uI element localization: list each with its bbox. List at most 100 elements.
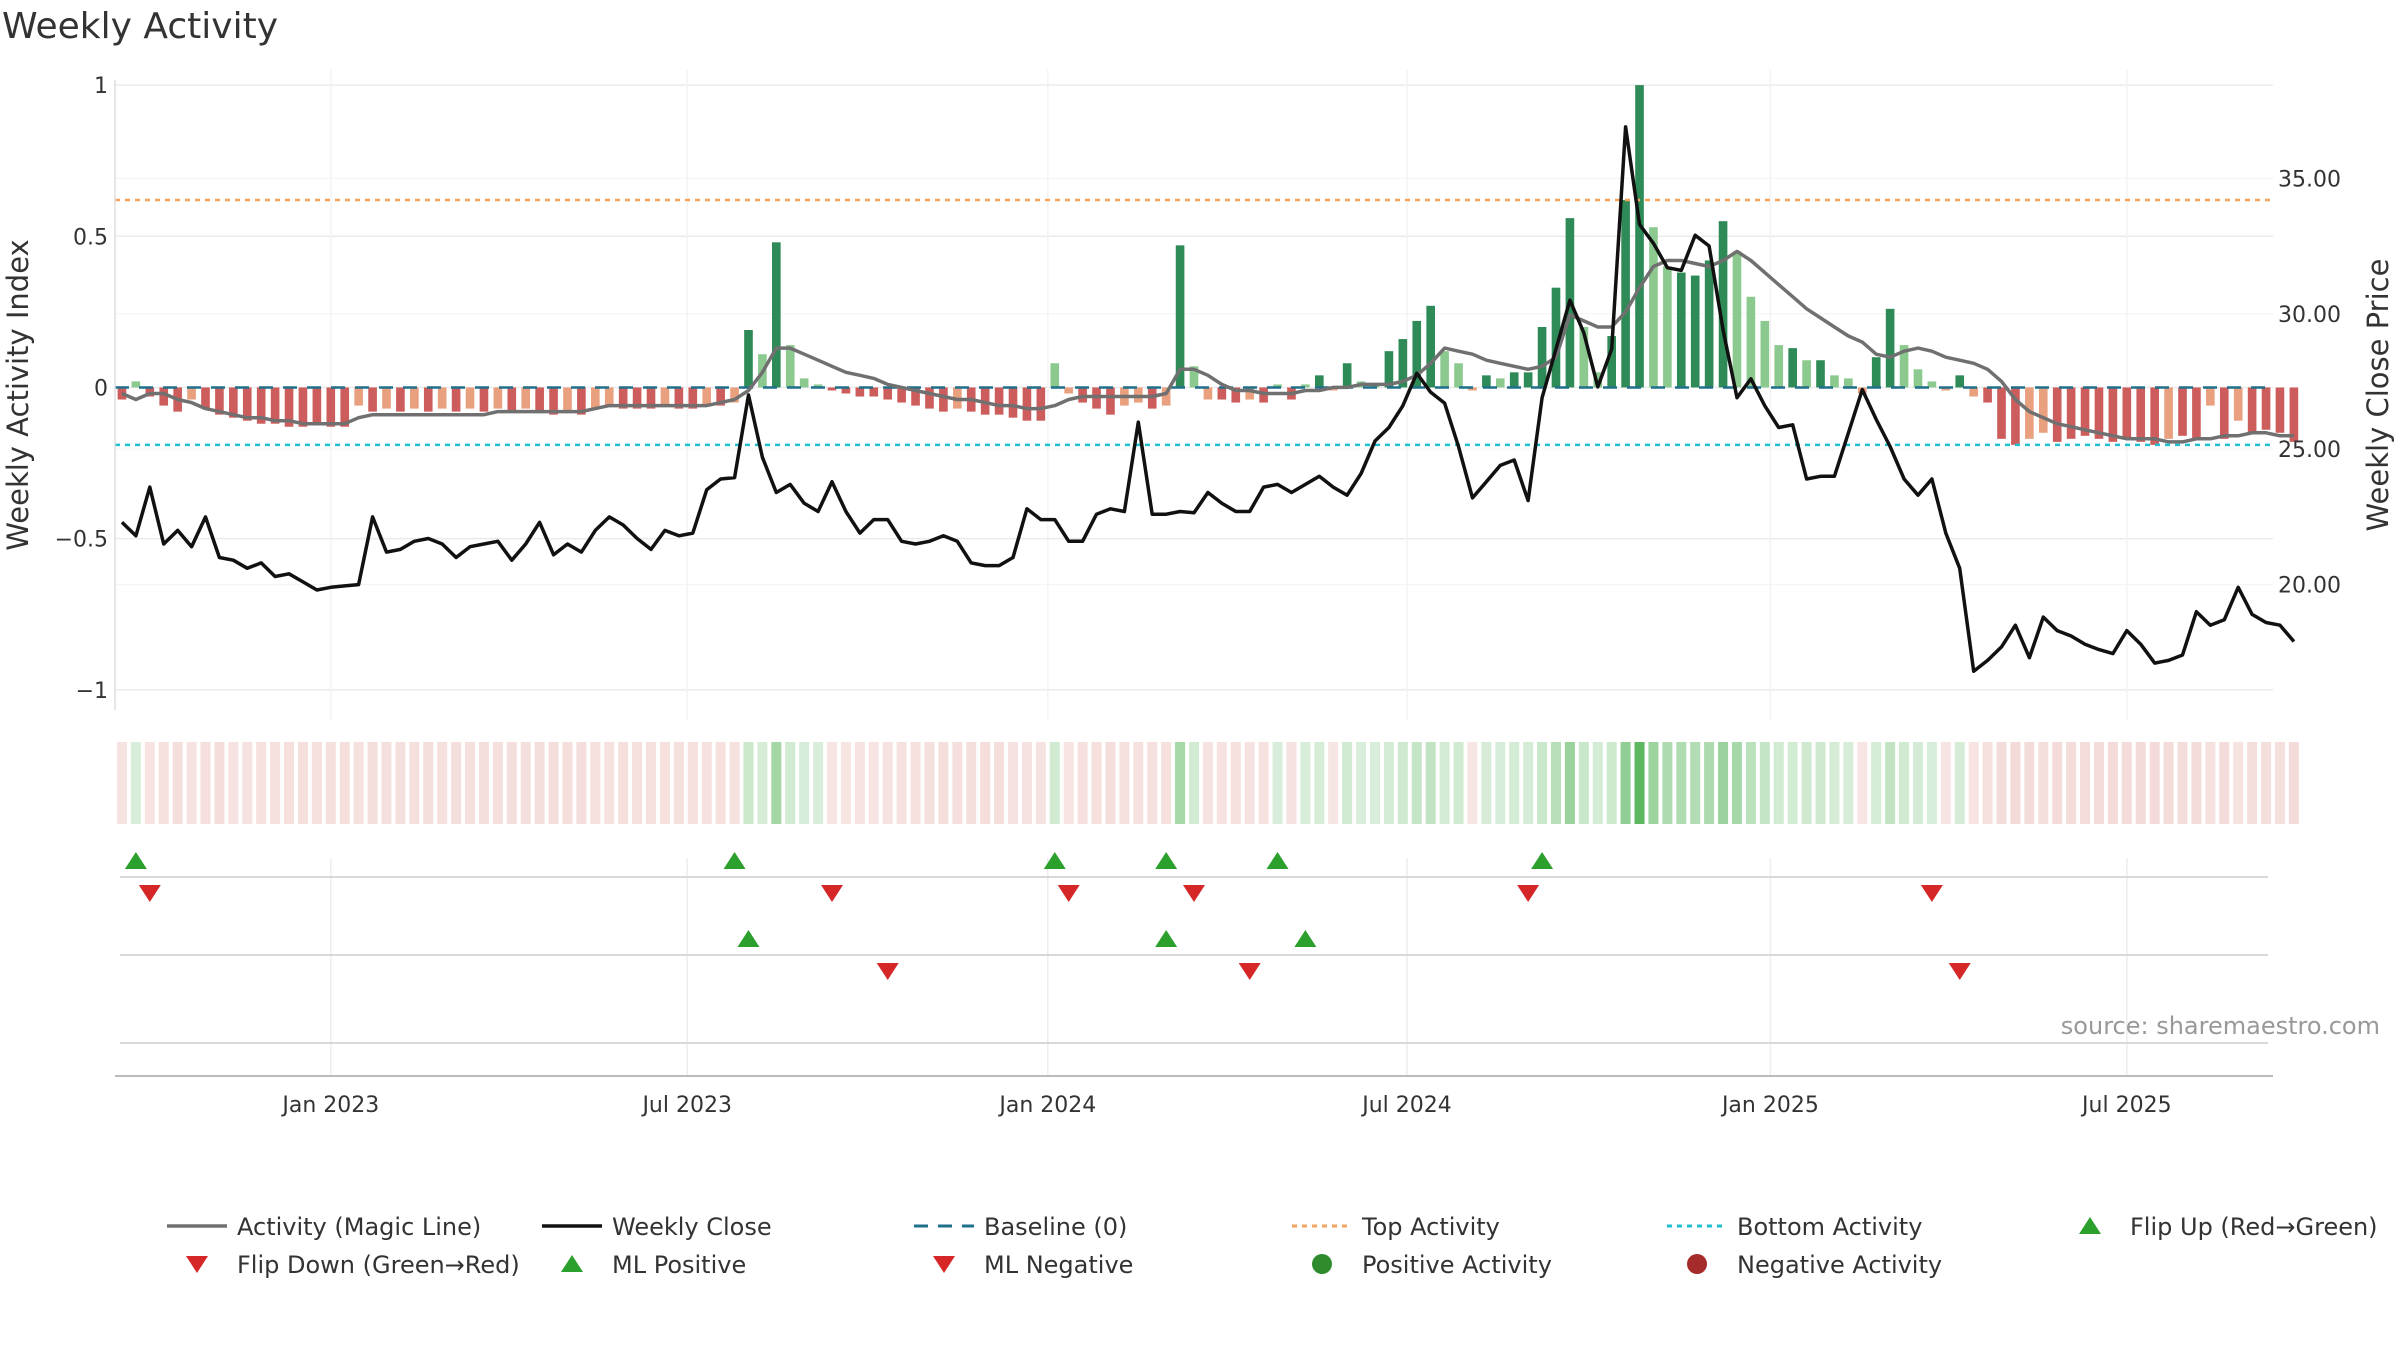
activity-bar: [2108, 387, 2118, 442]
heat-strip-cell: [1564, 742, 1575, 824]
heat-strip-cell: [604, 742, 615, 824]
ml-negative-marker: [1238, 963, 1261, 980]
activity-bar: [1927, 381, 1937, 388]
activity-bar: [1314, 375, 1324, 388]
activity-bar: [284, 387, 294, 427]
heat-strip-cell: [910, 742, 921, 824]
heat-strip-cell: [938, 742, 949, 824]
activity-bar: [2011, 387, 2020, 445]
activity-bar: [465, 387, 475, 409]
ml-positive-marker: [1294, 930, 1317, 947]
heat-strip-cell: [1161, 742, 1172, 824]
flip-up-marker: [1155, 852, 1178, 869]
heat-strip-cell: [1857, 742, 1868, 824]
heat-strip-cell: [1077, 742, 1088, 824]
legend-label: Negative Activity: [1737, 1251, 1942, 1279]
activity-bar: [869, 387, 879, 397]
activity-bar: [785, 345, 795, 388]
activity-bar: [1468, 387, 1477, 391]
activity-bar: [298, 387, 308, 427]
heat-strip-cell: [172, 742, 183, 824]
ml-negative-marker: [876, 963, 899, 980]
legend-swatch-triangle-down: [186, 1256, 208, 1273]
activity-bar: [911, 387, 920, 406]
activity-bar: [1273, 384, 1282, 388]
heat-strip-cell: [1718, 742, 1729, 824]
chart-title: Weekly Activity: [2, 6, 279, 47]
heat-strip-cell: [562, 742, 573, 824]
activity-bar: [479, 387, 489, 412]
heat-strip-cell: [1147, 742, 1158, 824]
heat-strip-cell: [1342, 742, 1353, 824]
activity-bar: [2066, 387, 2076, 439]
heat-strip-cell: [2135, 742, 2146, 824]
activity-bar: [1440, 351, 1449, 388]
heat-strip-cell: [339, 742, 350, 824]
activity-bar: [1203, 387, 1213, 400]
activity-bar: [1802, 360, 1811, 388]
flip-down-marker: [1920, 885, 1943, 902]
activity-bar: [1899, 345, 1909, 388]
heat-strip-cell: [1439, 742, 1450, 824]
legend-label: Flip Down (Green→Red): [237, 1251, 520, 1279]
heat-strip-cell: [1676, 742, 1687, 824]
heat-strip-cell: [1829, 742, 1840, 824]
activity-bar: [827, 387, 837, 391]
heat-strip-cell: [116, 742, 127, 824]
activity-bar: [925, 387, 934, 409]
heat-strip-cell: [1606, 742, 1617, 824]
heat-strip-cell: [1105, 742, 1116, 824]
heat-strip-cell: [270, 742, 281, 824]
heat-strip-cell: [158, 742, 169, 824]
heat-strip-cell: [1495, 742, 1506, 824]
activity-bar: [1732, 251, 1742, 388]
heat-strip-cell: [1049, 742, 1060, 824]
heat-strip-cell: [1133, 742, 1144, 824]
y-left-tick-label: 1: [94, 74, 108, 99]
activity-bar: [730, 387, 739, 403]
activity-bar: [396, 387, 405, 412]
heat-strip-cell: [1300, 742, 1311, 824]
activity-bar: [382, 387, 391, 409]
activity-bar: [2247, 387, 2257, 433]
activity-bar: [1635, 85, 1644, 388]
activity-bar: [1997, 387, 2006, 439]
heat-strip-cell: [1912, 742, 1923, 824]
activity-bar: [855, 387, 865, 397]
heat-strip-cell: [1425, 742, 1436, 824]
y-right-tick-label: 35.00: [2278, 167, 2341, 192]
activity-bar: [1189, 366, 1199, 388]
legend-label: Weekly Close: [612, 1213, 772, 1241]
activity-bar: [1844, 378, 1853, 388]
flip-up-marker: [1266, 852, 1289, 869]
heat-strip-cell: [1592, 742, 1603, 824]
y-left-tick-label: −0.5: [55, 528, 108, 553]
heat-strip-cell: [966, 742, 977, 824]
heat-strip-cell: [200, 742, 211, 824]
activity-bar: [1816, 360, 1825, 388]
ml-positive-marker: [1155, 930, 1178, 947]
legend-label: Bottom Activity: [1737, 1213, 1922, 1241]
heat-strip-cell: [1885, 742, 1896, 824]
heat-strip-cell: [868, 742, 879, 824]
heat-strip-cell: [534, 742, 545, 824]
heat-strip-cell: [1704, 742, 1715, 824]
heat-strip-cell: [1578, 742, 1589, 824]
heat-strip-cell: [478, 742, 489, 824]
activity-bar: [660, 387, 670, 406]
legend-swatch-positive-activity: [1312, 1254, 1332, 1274]
activity-bar: [1245, 387, 1255, 400]
activity-bar: [1217, 387, 1227, 400]
activity-bar: [2150, 387, 2159, 445]
activity-bars: [117, 85, 2299, 445]
y-right-axis-label: Weekly Close Price: [2361, 259, 2395, 532]
activity-bar: [897, 387, 906, 403]
heat-strip-cell: [381, 742, 392, 824]
heat-strip-cell: [896, 742, 907, 824]
activity-bar: [1774, 345, 1784, 388]
activity-bar: [1342, 363, 1352, 388]
activity-bar: [799, 378, 809, 388]
activity-bar: [549, 387, 558, 415]
activity-bar: [702, 387, 712, 406]
activity-bar: [215, 387, 224, 415]
